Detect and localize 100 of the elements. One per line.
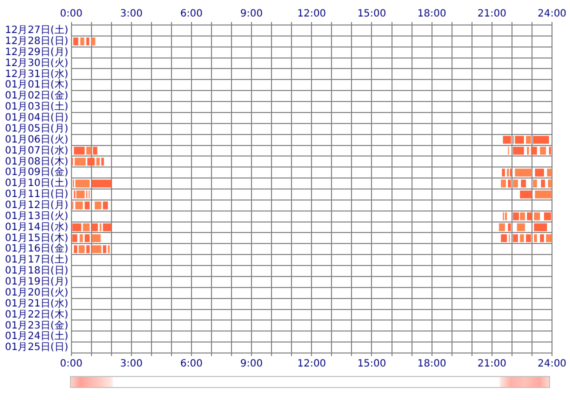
y-tick-label: 01月08日(木) (4, 155, 68, 168)
x2-tick-label: 21:00 (477, 358, 506, 370)
bar (520, 234, 524, 242)
bar (534, 234, 537, 242)
y-tick-label: 01月13日(火) (4, 210, 68, 222)
y-tick-label: 01月03日(土) (4, 100, 68, 113)
bar (86, 37, 90, 46)
bar (526, 234, 531, 242)
bar (534, 212, 540, 220)
bar (512, 146, 524, 155)
bar (92, 146, 98, 155)
bar (512, 180, 518, 188)
bar (92, 245, 102, 254)
x-tick-label: 0:00 (60, 8, 82, 20)
bar (102, 201, 108, 210)
bar (508, 223, 511, 232)
y-tick-label: 01月19日(月) (4, 276, 68, 288)
bar (534, 168, 544, 177)
bar (86, 146, 92, 155)
bar (96, 158, 100, 166)
x-tick-label: 15:00 (357, 8, 386, 20)
bar (92, 234, 101, 242)
y-tick-label: 01月21日(水) (4, 297, 68, 310)
bar (72, 234, 78, 242)
x2-tick-label: 3:00 (120, 358, 143, 370)
y-tick-label: 01月12日(月) (4, 200, 68, 211)
y-tick-label: 01月07日(水) (4, 144, 68, 156)
bar (532, 180, 537, 188)
bar (512, 234, 518, 242)
bar (80, 37, 84, 46)
bar (84, 201, 90, 210)
y-tick-label: 01月06日(火) (4, 133, 68, 146)
bar (92, 180, 112, 188)
bar (534, 190, 552, 198)
bar (546, 168, 552, 177)
bar (78, 245, 85, 254)
y-tick-label: 01月24日(土) (4, 330, 68, 342)
bar (94, 201, 102, 210)
y-tick-label: 01月09日(金) (4, 166, 68, 178)
bar (544, 212, 551, 220)
bar (74, 245, 78, 254)
bar (526, 136, 531, 144)
bar (91, 37, 96, 46)
bar (520, 212, 525, 220)
y-tick-label: 12月28日(日) (4, 36, 68, 47)
y-tick-label: 01月11日(日) (4, 189, 68, 200)
y-tick-label: 01月25日(日) (4, 342, 68, 354)
y-tick-label: 01月14日(水) (4, 220, 68, 233)
bar (102, 245, 106, 254)
x2-tick-label: 6:00 (180, 358, 203, 370)
bar (540, 146, 546, 155)
bar (102, 223, 112, 232)
bar (498, 223, 505, 232)
bar (74, 146, 85, 155)
y-tick-label: 01月02日(金) (4, 90, 68, 102)
bar (82, 223, 90, 232)
bar (526, 212, 532, 220)
y-tick-label: 01月22日(木) (4, 308, 68, 320)
bar (520, 190, 532, 198)
x-tick-label: 6:00 (180, 8, 203, 20)
x2-tick-label: 18:00 (417, 358, 446, 370)
x2-tick-label: 15:00 (357, 358, 386, 370)
y-tick-label: 01月01日(木) (4, 78, 68, 91)
y-tick-label: 12月30日(火) (4, 56, 68, 69)
y-tick-label: 01月18日(日) (4, 266, 68, 277)
y-tick-label: 01月10日(土) (4, 177, 68, 190)
bar (512, 212, 519, 220)
y-tick-label: 01月15日(木) (4, 232, 68, 244)
x-tick-label: 18:00 (417, 8, 446, 20)
bar (514, 136, 524, 144)
x-tick-label: 21:00 (477, 8, 506, 20)
bar (92, 223, 98, 232)
bar (540, 180, 545, 188)
x-tick-label: 3:00 (120, 8, 143, 20)
bar (534, 223, 547, 232)
bar (500, 234, 507, 242)
x-tick-label: 9:00 (240, 8, 263, 20)
bar (502, 136, 511, 144)
x2-tick-label: 12:00 (297, 358, 326, 370)
y-tick-label: 12月29日(月) (4, 46, 68, 58)
y-tick-label: 01月20日(火) (4, 286, 68, 298)
bar (73, 37, 78, 46)
bar (530, 146, 537, 155)
y-tick-label: 01月05日(月) (4, 123, 68, 134)
bar (75, 201, 83, 210)
x2-tick-label: 9:00 (240, 358, 263, 370)
bar (500, 180, 506, 188)
bar (72, 223, 82, 232)
bar (516, 223, 525, 232)
bar (75, 180, 90, 188)
y-tick-label: 12月27日(土) (4, 24, 68, 36)
bar (540, 234, 544, 242)
bar (502, 168, 505, 177)
bar (546, 234, 552, 242)
bar (84, 234, 90, 242)
y-tick-label: 01月04日(日) (4, 112, 68, 124)
bar (532, 136, 549, 144)
bar (508, 180, 511, 188)
x2-tick-label: 24:00 (538, 358, 566, 370)
x-tick-label: 12:00 (297, 8, 326, 20)
